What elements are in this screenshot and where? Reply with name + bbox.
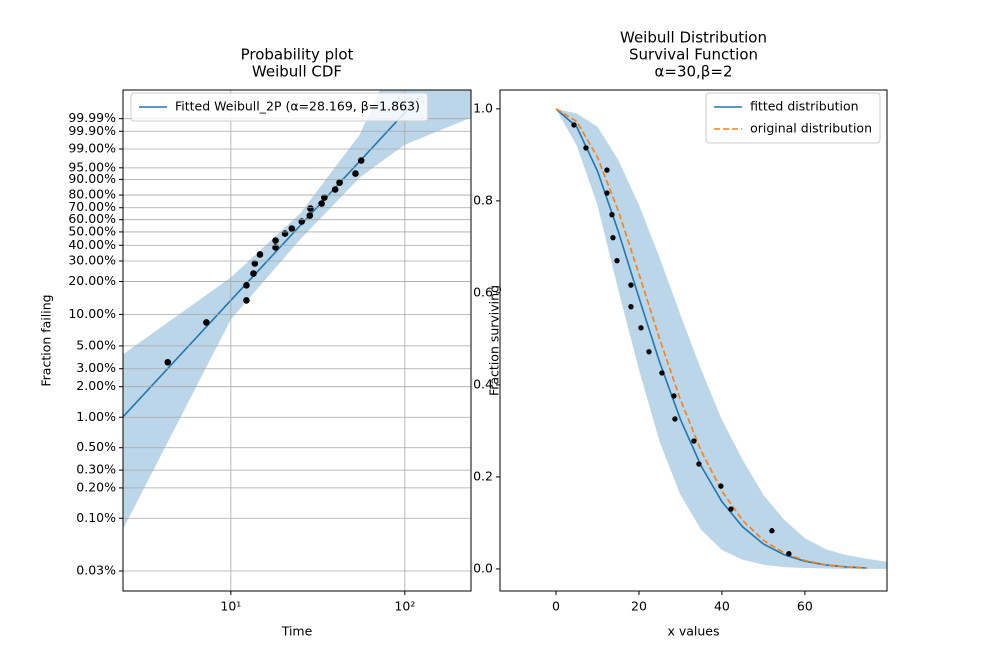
data-point [251, 260, 259, 267]
y-tick-label: 0.0 [473, 560, 493, 575]
data-point [321, 194, 328, 201]
data-point [691, 438, 697, 444]
y-tick-label: 2.00% [76, 378, 116, 393]
y-tick-label: 99.90% [68, 123, 116, 138]
data-point [718, 483, 724, 489]
y-axis-label: Fraction failing [39, 294, 54, 386]
x-axis-label: Time [281, 624, 313, 639]
y-tick-label: 40.00% [68, 237, 116, 252]
data-point [728, 506, 734, 512]
data-point [696, 461, 702, 467]
axes-frame [499, 89, 888, 592]
data-point [357, 157, 365, 164]
chart-title: Weibull CDF [252, 63, 342, 81]
y-tick-label: 60.00% [68, 211, 116, 226]
confidence-band [555, 108, 887, 569]
chart-title: Weibull Distribution [620, 29, 767, 47]
confidence-band [123, 90, 471, 530]
data-point [352, 170, 359, 177]
data-point [306, 212, 314, 219]
data-point [571, 122, 577, 128]
data-point [272, 244, 279, 251]
data-point [243, 282, 250, 289]
axes-frame [122, 89, 472, 592]
chart-title: Survival Function [629, 46, 758, 64]
y-tick-label: 30.00% [68, 253, 116, 268]
x-tick-label: 20 [631, 599, 647, 614]
y-tick-label: 0.20% [76, 479, 116, 494]
data-point [614, 257, 620, 264]
y-tick-label: 0.50% [76, 439, 116, 454]
data-point [298, 218, 305, 225]
data-point [659, 370, 665, 376]
data-point [646, 349, 652, 355]
x-tick-label: 10¹ [220, 599, 241, 614]
y-tick-label: 99.99% [68, 110, 116, 125]
y-tick-label: 90.00% [68, 171, 116, 186]
data-point [638, 325, 644, 331]
y-tick-label: 95.00% [68, 159, 116, 174]
legend-label: Fitted Weibull_2P (α=28.169, β=1.863) [175, 99, 420, 114]
y-tick-label: 5.00% [76, 337, 116, 352]
y-tick-label: 3.00% [76, 360, 116, 375]
data-point [318, 200, 325, 207]
data-point [769, 528, 775, 534]
y-tick-label: 0.8 [473, 192, 493, 207]
y-tick-label: 0.30% [76, 462, 116, 477]
legend-label: original distribution [750, 121, 872, 136]
y-axis-label: Fraction surviving [487, 285, 502, 396]
x-tick-label: 10² [394, 599, 415, 614]
y-tick-label: 10.00% [68, 306, 116, 321]
y-tick-label: 0.10% [76, 510, 116, 525]
data-point [336, 179, 343, 186]
data-point [671, 393, 677, 399]
y-tick-label: 20.00% [68, 273, 116, 288]
data-point [250, 270, 257, 277]
data-point [307, 205, 314, 212]
y-tick-label: 99.00% [68, 141, 116, 156]
data-point [256, 251, 264, 258]
data-point [628, 303, 634, 310]
data-point [203, 319, 210, 326]
data-point [604, 167, 610, 173]
y-tick-label: 80.00% [68, 187, 116, 202]
data-point [672, 416, 678, 422]
data-point [786, 551, 792, 557]
x-axis-label: x values [667, 624, 719, 639]
y-tick-label: 0.4 [473, 376, 493, 391]
data-point [610, 234, 616, 241]
data-point [288, 225, 296, 232]
y-tick-label: 0.6 [473, 284, 493, 299]
legend-frame [705, 92, 881, 144]
data-point [331, 186, 339, 193]
data-point [243, 297, 250, 304]
legend: fitted distribution original distribution [705, 92, 881, 144]
legend: Fitted Weibull_2P (α=28.169, β=1.863) [130, 92, 429, 122]
data-point [604, 190, 610, 196]
data-point [281, 230, 289, 237]
x-tick-label: 60 [797, 599, 813, 614]
data-point [628, 282, 634, 288]
plot-area [555, 108, 887, 569]
legend-label: fitted distribution [750, 99, 859, 114]
data-point [583, 145, 589, 151]
y-tick-label: 0.03% [76, 563, 116, 578]
y-tick-label: 1.00% [76, 409, 116, 424]
legend-frame [130, 92, 429, 122]
x-tick-label: 0 [552, 599, 560, 614]
y-tick-label: 70.00% [68, 199, 116, 214]
y-tick-label: 1.0 [473, 100, 493, 115]
x-tick-label: 40 [714, 599, 730, 614]
series-line [555, 108, 868, 569]
data-point [609, 211, 615, 218]
y-tick-label: 0.2 [473, 468, 493, 483]
data-point [164, 358, 172, 366]
chart-title: α=30,β=2 [655, 63, 733, 81]
data-point [272, 237, 279, 244]
chart-title: Probability plot [241, 46, 354, 64]
y-tick-label: 50.00% [68, 223, 116, 238]
